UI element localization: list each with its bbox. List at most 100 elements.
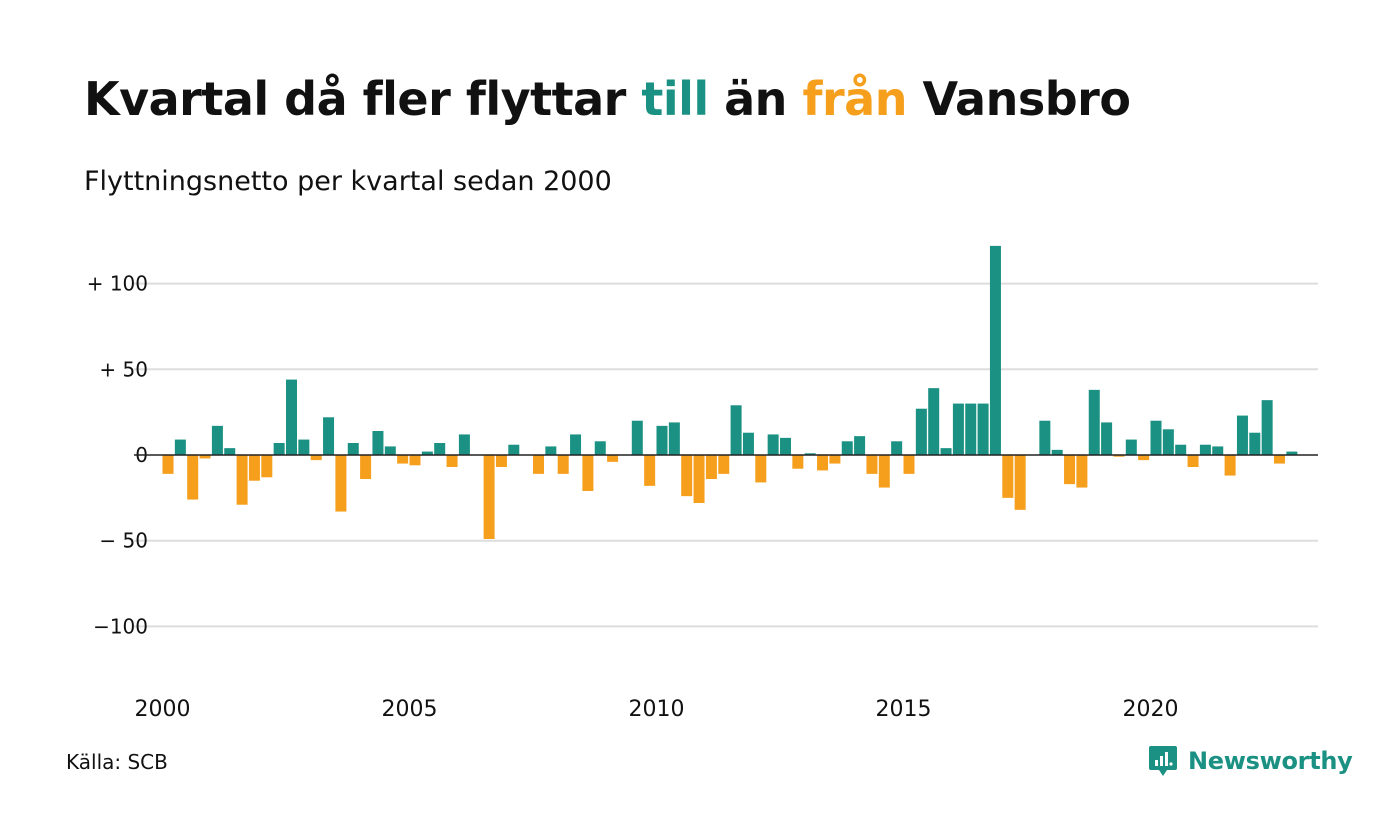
bar <box>409 455 421 466</box>
bar <box>693 455 705 503</box>
bar <box>495 455 507 467</box>
bar <box>1051 449 1063 455</box>
bar <box>767 434 779 455</box>
bar <box>298 439 310 455</box>
bar <box>1125 439 1137 455</box>
bar <box>1162 429 1174 455</box>
x-tick-label: 2010 <box>629 697 685 722</box>
bar <box>1187 455 1199 467</box>
bar <box>866 455 878 474</box>
bar <box>1113 455 1125 457</box>
bar <box>928 388 940 455</box>
newsworthy-brand[interactable]: Newsworthy <box>1148 744 1353 778</box>
bar <box>1236 415 1248 455</box>
bar <box>384 446 396 455</box>
bar <box>1212 446 1224 455</box>
chart-subtitle: Flyttningsnetto per kvartal sedan 2000 <box>84 166 612 197</box>
bar <box>557 455 569 474</box>
bar <box>1199 444 1211 455</box>
bar <box>248 455 260 481</box>
bar <box>965 403 977 455</box>
y-tick-label: + 100 <box>87 272 148 296</box>
title-part-1: Kvartal då fler flyttar <box>84 72 642 126</box>
bar <box>187 455 199 500</box>
bar <box>508 444 520 455</box>
y-tick-label: + 50 <box>99 357 148 381</box>
bar <box>804 453 816 455</box>
bar <box>668 422 680 455</box>
bar <box>940 448 952 455</box>
bar <box>397 455 409 464</box>
bar <box>1064 455 1076 485</box>
bar <box>1224 455 1236 476</box>
bar <box>347 443 359 455</box>
bar <box>681 455 693 497</box>
bar <box>582 455 594 491</box>
bar <box>631 420 643 455</box>
bar <box>545 446 557 455</box>
bar <box>829 455 841 464</box>
title-word-fran: från <box>802 72 907 126</box>
bar <box>1261 400 1273 455</box>
bar <box>335 455 347 512</box>
bar <box>1076 455 1088 488</box>
bar <box>1138 455 1150 461</box>
bar <box>360 455 372 479</box>
bar <box>323 417 335 455</box>
bar <box>1039 420 1051 455</box>
y-tick-label: −100 <box>93 614 148 638</box>
bar <box>1014 455 1026 510</box>
y-tick-label: − 50 <box>99 529 148 553</box>
source-note: Källa: SCB <box>66 750 168 774</box>
bar <box>644 455 656 486</box>
bar <box>421 451 433 455</box>
bar <box>1150 420 1162 455</box>
bar <box>607 455 619 462</box>
bar <box>199 455 211 459</box>
title-part-3: än <box>708 72 803 126</box>
title-word-till: till <box>641 72 709 126</box>
bar <box>1274 455 1285 464</box>
bar <box>780 437 791 455</box>
bar <box>211 425 223 455</box>
bar <box>718 455 730 474</box>
bar <box>310 455 322 461</box>
bar <box>446 455 458 467</box>
bar <box>1249 432 1261 455</box>
bar <box>594 441 606 455</box>
bar <box>792 455 804 469</box>
bar <box>162 455 174 474</box>
bar <box>952 403 964 455</box>
bar <box>878 455 890 488</box>
x-tick-label: 2005 <box>382 697 438 722</box>
bar <box>1286 451 1298 455</box>
bar <box>742 432 754 455</box>
bar <box>372 431 384 455</box>
bar <box>1002 455 1014 498</box>
chart-title: Kvartal då fler flyttar till än från Van… <box>84 72 1131 126</box>
bar <box>903 455 915 474</box>
bar <box>570 434 582 455</box>
bar <box>817 455 829 471</box>
bar <box>915 408 927 455</box>
bar <box>273 443 285 455</box>
brand-name: Newsworthy <box>1188 747 1353 775</box>
bar <box>730 405 742 455</box>
bar <box>989 245 1001 455</box>
bar <box>841 441 853 455</box>
bar <box>755 455 767 483</box>
bar <box>174 439 186 455</box>
bar <box>434 443 446 455</box>
bar <box>261 455 273 478</box>
bar <box>286 379 297 455</box>
bar <box>1101 422 1113 455</box>
newsworthy-logo-icon <box>1149 746 1177 776</box>
bar <box>891 441 903 455</box>
x-tick-label: 2015 <box>876 697 932 722</box>
bar <box>656 425 668 455</box>
bar <box>533 455 544 474</box>
bar <box>224 448 236 455</box>
x-tick-label: 2000 <box>135 697 191 722</box>
bar <box>977 403 989 455</box>
